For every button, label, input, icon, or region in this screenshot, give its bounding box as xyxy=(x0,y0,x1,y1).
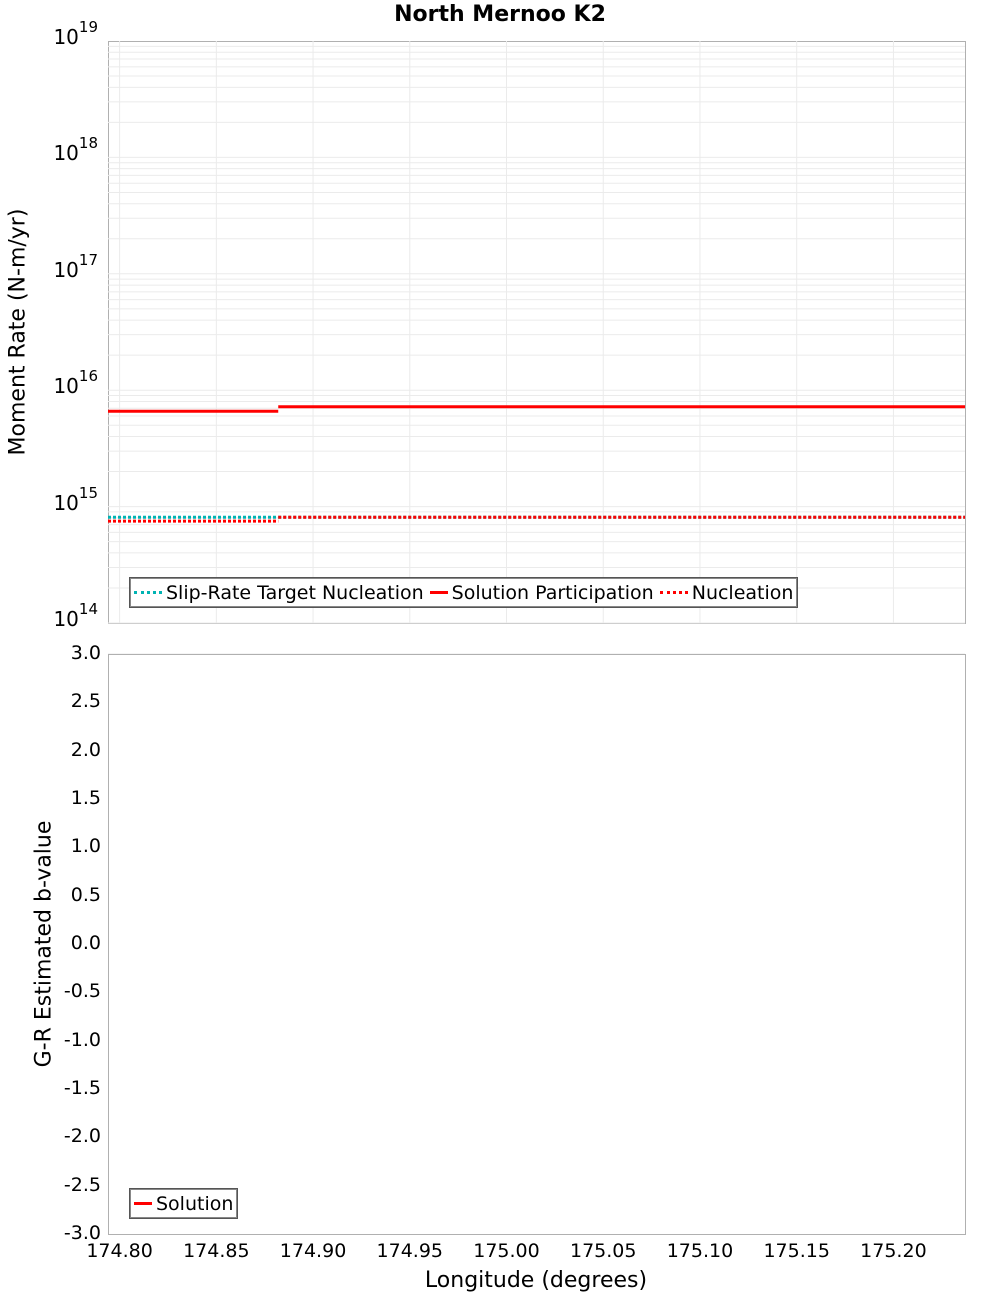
chart-title: North Mernoo K2 xyxy=(394,2,606,27)
x-tick-label: 175.05 xyxy=(569,1240,637,1262)
legend-label: Slip-Rate Target Nucleation xyxy=(166,581,424,604)
y-tick-label: 2.5 xyxy=(70,690,101,713)
x-tick-label: 174.85 xyxy=(183,1240,250,1262)
solid-red-line-icon xyxy=(429,591,448,594)
y-tick-label: 1014 xyxy=(53,600,98,631)
legend-item-solution: Solution xyxy=(134,1193,233,1215)
x-tick-label: 175.20 xyxy=(860,1240,927,1262)
x-tick-label: 175.15 xyxy=(763,1240,830,1262)
legend-item-slip-rate-target: Slip-Rate Target Nucleation xyxy=(134,582,424,604)
y-tick-label: 1016 xyxy=(53,367,98,399)
y-tick-label: -0.5 xyxy=(63,980,101,1003)
y-tick-label: 2.0 xyxy=(70,738,101,761)
y-tick-label: -2.5 xyxy=(63,1173,101,1196)
y-tick-label: 1018 xyxy=(53,134,98,166)
y-tick-label: 1.5 xyxy=(70,787,101,809)
b-value-y-label: G-R Estimated b-value xyxy=(31,820,57,1068)
y-tick-label: 1017 xyxy=(53,250,98,282)
solid-red-line-icon xyxy=(134,1202,152,1205)
y-tick-label: -1.0 xyxy=(63,1028,101,1051)
moment-rate-y-label: Moment Rate (N-m/yr) xyxy=(5,208,31,456)
legend-label: Solution xyxy=(156,1192,234,1215)
y-tick-label: 0.0 xyxy=(70,932,101,954)
x-tick-label: 174.90 xyxy=(279,1240,347,1262)
dotted-red-line-icon xyxy=(659,591,688,594)
y-tick-label: 1.0 xyxy=(70,835,101,858)
x-tick-label: 175.10 xyxy=(666,1240,734,1262)
x-axis-label: Longitude (degrees) xyxy=(424,1268,648,1293)
dotted-cyan-line-icon xyxy=(134,591,162,594)
y-tick-label: 1015 xyxy=(53,483,98,515)
y-tick-label: -3.0 xyxy=(63,1222,101,1244)
legend-label: Solution Participation xyxy=(451,581,654,604)
legend-label: Nucleation xyxy=(691,581,794,604)
moment-rate-legend: Slip-Rate Target Nucleation Solution Par… xyxy=(129,577,799,608)
y-tick-label: 3.0 xyxy=(70,642,101,664)
y-tick-label: -1.5 xyxy=(63,1077,101,1099)
y-tick-label: -2.0 xyxy=(63,1125,101,1148)
moment-rate-plot-area xyxy=(108,41,966,624)
x-tick-label: 174.80 xyxy=(86,1240,153,1262)
x-tick-label: 174.95 xyxy=(376,1240,444,1262)
x-tick-label: 175.00 xyxy=(473,1240,540,1262)
y-tick-label: 0.5 xyxy=(70,883,101,906)
y-tick-label: 1019 xyxy=(53,18,98,49)
legend-item-solution-participation: Solution Participation xyxy=(429,581,654,604)
b-value-plot-area xyxy=(108,654,966,1235)
b-value-legend: Solution xyxy=(129,1188,239,1219)
legend-item-nucleation: Nucleation xyxy=(659,581,794,604)
